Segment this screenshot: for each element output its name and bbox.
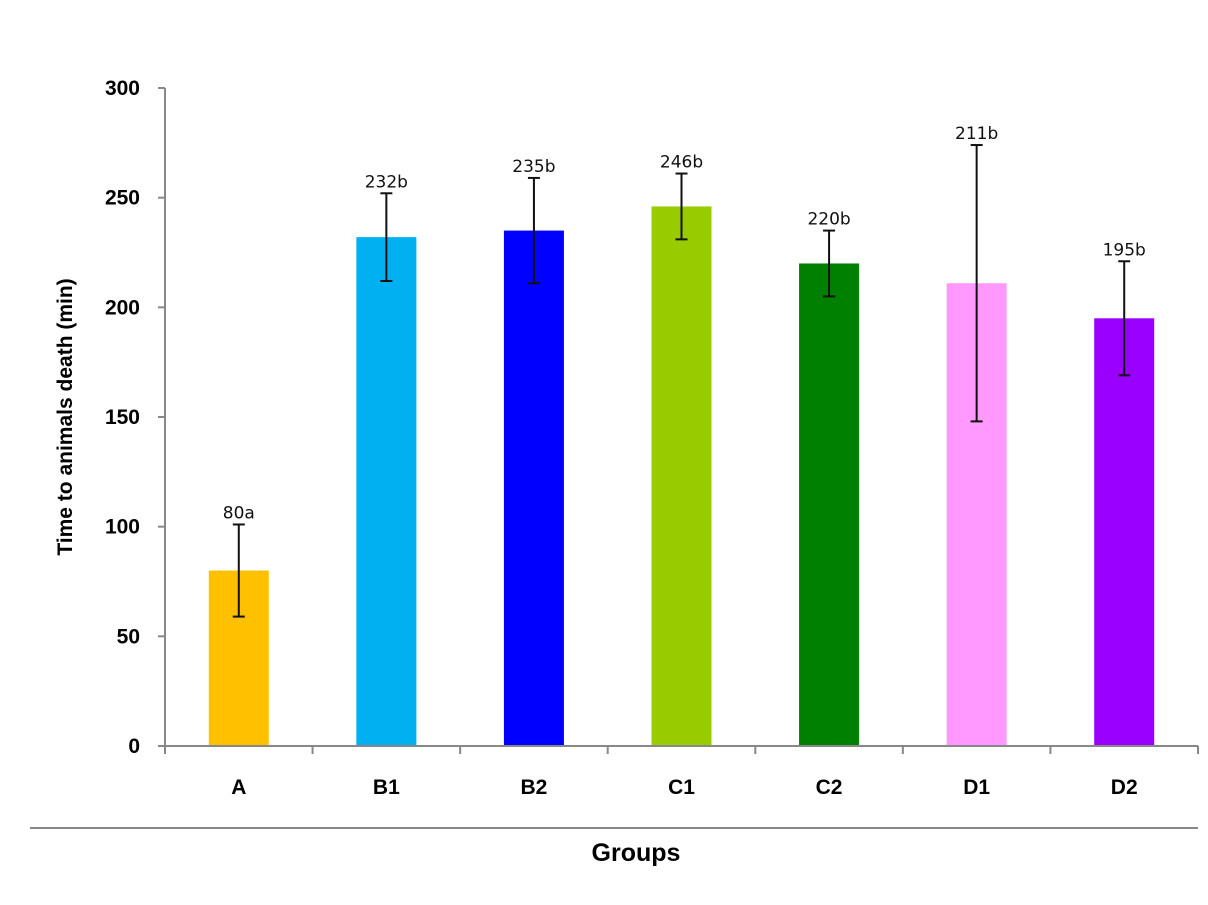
data-label-B2: 235b — [512, 157, 555, 177]
x-tick-label: A — [231, 776, 246, 799]
x-tick-label: D2 — [1111, 776, 1138, 799]
x-tick-label: B1 — [373, 776, 400, 799]
data-label-C1: 246b — [660, 153, 703, 173]
data-label-D1: 211b — [955, 124, 998, 144]
y-tick-label: 250 — [105, 187, 140, 210]
y-tick-label: 200 — [105, 296, 140, 319]
x-tick-label: B2 — [520, 776, 547, 799]
bar-C2 — [799, 263, 860, 746]
x-tick-label: C1 — [668, 776, 695, 799]
y-tick-label: 0 — [128, 735, 140, 758]
data-label-C2: 220b — [807, 210, 850, 230]
y-axis-title: Time to animals death (min) — [54, 278, 77, 555]
x-axis-title: Groups — [592, 839, 681, 867]
data-label-B1: 232b — [365, 172, 408, 192]
bar-C1 — [651, 206, 712, 746]
bar-B2 — [503, 230, 564, 747]
x-tick-label: C2 — [816, 776, 843, 799]
x-tick-label: D1 — [963, 776, 990, 799]
bar-D2 — [1094, 318, 1155, 746]
y-tick-label: 300 — [105, 77, 140, 100]
y-tick-label: 150 — [105, 406, 140, 429]
bar-B1 — [356, 237, 417, 746]
y-tick-label: 100 — [105, 516, 140, 539]
data-label-A: 80a — [223, 503, 255, 523]
data-label-D2: 195b — [1103, 240, 1146, 260]
y-tick-label: 50 — [117, 625, 140, 648]
